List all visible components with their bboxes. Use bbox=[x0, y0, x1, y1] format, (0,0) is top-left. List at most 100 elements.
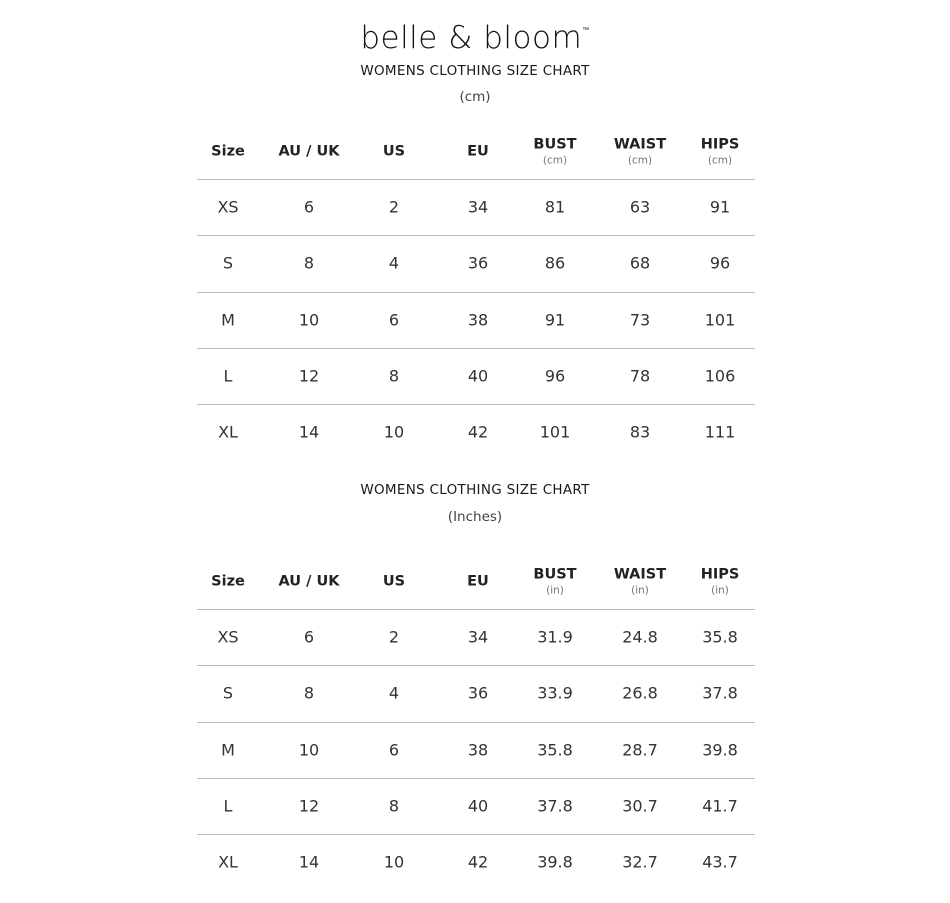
row-divider bbox=[197, 179, 755, 180]
table-cell: 91 bbox=[544, 310, 566, 330]
table-cell: S bbox=[222, 683, 234, 703]
table-cell: 63 bbox=[629, 197, 651, 217]
table-cell: 8 bbox=[303, 253, 315, 273]
table-cell: 8 bbox=[388, 366, 400, 386]
column-header: EU bbox=[467, 573, 489, 590]
table-cell: 68 bbox=[629, 253, 651, 273]
table-cell: 111 bbox=[704, 422, 736, 442]
table-cell: 36 bbox=[467, 253, 489, 273]
table-cell: 31.9 bbox=[537, 627, 573, 647]
table-cell: L bbox=[223, 796, 233, 816]
table-cell: 34 bbox=[467, 197, 489, 217]
table-cell: 6 bbox=[303, 627, 315, 647]
column-header: HIPS (in) bbox=[675, 567, 765, 598]
table-cell: 101 bbox=[704, 310, 736, 330]
column-unit: (cm) bbox=[707, 154, 733, 167]
inch-chart-unit: (Inches) bbox=[447, 509, 503, 525]
column-unit: (in) bbox=[546, 584, 564, 597]
table-cell: 41.7 bbox=[702, 796, 738, 816]
table-cell: 40 bbox=[467, 796, 489, 816]
table-cell: 35.8 bbox=[702, 627, 738, 647]
table-cell: 101 bbox=[539, 422, 571, 442]
table-cell: 81 bbox=[544, 197, 566, 217]
table-cell: 34 bbox=[467, 627, 489, 647]
table-cell: 28.7 bbox=[622, 740, 658, 760]
table-cell: 40 bbox=[467, 366, 489, 386]
table-cell: 4 bbox=[388, 683, 400, 703]
row-divider bbox=[197, 609, 755, 610]
table-cell: 2 bbox=[388, 197, 400, 217]
column-header: US bbox=[382, 143, 406, 160]
brand-logo: belle & bloom™ bbox=[360, 20, 590, 56]
column-header: AU / UK bbox=[278, 143, 340, 160]
table-cell: 73 bbox=[629, 310, 651, 330]
table-cell: 30.7 bbox=[622, 796, 658, 816]
table-cell: 39.8 bbox=[702, 740, 738, 760]
row-divider bbox=[197, 722, 755, 723]
row-divider bbox=[197, 292, 755, 293]
table-cell: 78 bbox=[629, 366, 651, 386]
table-cell: 14 bbox=[298, 852, 320, 872]
column-header: BUST (cm) bbox=[510, 137, 600, 168]
table-cell: 83 bbox=[629, 422, 651, 442]
table-cell: 38 bbox=[467, 310, 489, 330]
table-cell: 39.8 bbox=[537, 852, 573, 872]
table-cell: 6 bbox=[388, 310, 400, 330]
table-cell: XS bbox=[217, 197, 239, 217]
table-cell: 8 bbox=[388, 796, 400, 816]
column-unit: (in) bbox=[711, 584, 729, 597]
cm-chart-unit: (cm) bbox=[459, 89, 491, 105]
table-cell: 10 bbox=[383, 852, 405, 872]
row-divider bbox=[197, 778, 755, 779]
column-header: WAIST (cm) bbox=[595, 137, 685, 168]
table-cell: 91 bbox=[709, 197, 731, 217]
table-cell: S bbox=[222, 253, 234, 273]
table-cell: 96 bbox=[709, 253, 731, 273]
table-cell: 43.7 bbox=[702, 852, 738, 872]
table-cell: 42 bbox=[467, 852, 489, 872]
table-cell: 37.8 bbox=[537, 796, 573, 816]
column-header: US bbox=[382, 573, 406, 590]
table-cell: 33.9 bbox=[537, 683, 573, 703]
row-divider bbox=[197, 235, 755, 236]
table-cell: 6 bbox=[303, 197, 315, 217]
table-cell: 2 bbox=[388, 627, 400, 647]
inch-chart-title: WOMENS CLOTHING SIZE CHART bbox=[360, 482, 590, 498]
column-header: HIPS (cm) bbox=[675, 137, 765, 168]
table-cell: 8 bbox=[303, 683, 315, 703]
column-header: Size bbox=[211, 573, 245, 590]
table-cell: 35.8 bbox=[537, 740, 573, 760]
table-cell: XS bbox=[217, 627, 239, 647]
table-cell: 6 bbox=[388, 740, 400, 760]
table-cell: 42 bbox=[467, 422, 489, 442]
table-cell: 10 bbox=[298, 310, 320, 330]
row-divider bbox=[197, 834, 755, 835]
column-unit: (cm) bbox=[542, 154, 568, 167]
table-cell: 96 bbox=[544, 366, 566, 386]
cm-chart-title: WOMENS CLOTHING SIZE CHART bbox=[360, 63, 590, 79]
row-divider bbox=[197, 665, 755, 666]
column-header: WAIST (in) bbox=[595, 567, 685, 598]
column-header: Size bbox=[211, 143, 245, 160]
column-unit: (in) bbox=[631, 584, 649, 597]
table-cell: XL bbox=[218, 852, 238, 872]
row-divider bbox=[197, 404, 755, 405]
table-cell: 38 bbox=[467, 740, 489, 760]
table-cell: 10 bbox=[298, 740, 320, 760]
table-cell: 12 bbox=[298, 796, 320, 816]
table-cell: 36 bbox=[467, 683, 489, 703]
table-cell: M bbox=[221, 310, 235, 330]
table-cell: L bbox=[223, 366, 233, 386]
table-cell: 4 bbox=[388, 253, 400, 273]
table-cell: 26.8 bbox=[622, 683, 658, 703]
column-unit: (cm) bbox=[627, 154, 653, 167]
table-cell: 37.8 bbox=[702, 683, 738, 703]
column-header: BUST (in) bbox=[510, 567, 600, 598]
row-divider bbox=[197, 348, 755, 349]
table-cell: 14 bbox=[298, 422, 320, 442]
table-cell: 24.8 bbox=[622, 627, 658, 647]
column-header: EU bbox=[467, 143, 489, 160]
table-cell: 10 bbox=[383, 422, 405, 442]
table-cell: 106 bbox=[704, 366, 736, 386]
